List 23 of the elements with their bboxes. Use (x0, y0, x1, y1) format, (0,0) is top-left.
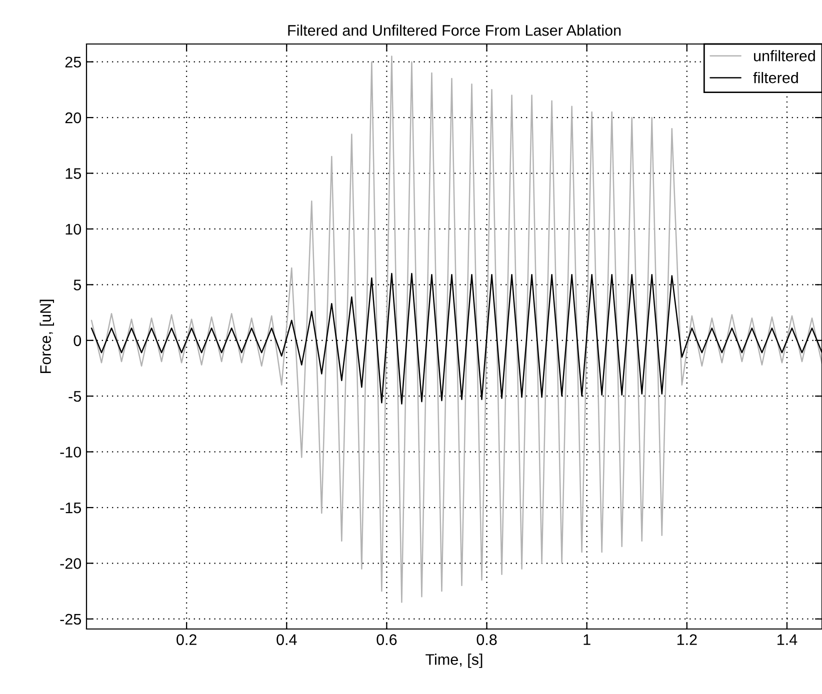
y-tick-label: 25 (65, 56, 81, 68)
y-tick-label: 20 (65, 112, 82, 124)
x-tick-label: 0.6 (376, 634, 397, 646)
legend-label: filtered (753, 72, 798, 84)
y-tick-label: 5 (74, 280, 81, 290)
y-tick-label: 0 (74, 335, 82, 346)
x-tick-label: 1.2 (677, 634, 697, 645)
y-tick-label: -5 (68, 391, 81, 402)
y-tick-label: 10 (66, 224, 82, 235)
y-tick-label: -25 (60, 614, 81, 625)
y-tick-label: -20 (60, 558, 82, 569)
y-tick-label: 15 (66, 168, 81, 179)
y-tick-label: -10 (60, 446, 82, 458)
x-tick-label: 0.2 (176, 634, 196, 646)
x-tick-label: 0.8 (476, 634, 497, 646)
x-tick-label: 1 (584, 634, 590, 645)
x-axis-title: Time, [s] (426, 654, 482, 668)
y-tick-label: -15 (60, 502, 81, 514)
x-tick-label: 1.4 (778, 634, 798, 645)
legend-label: unfiltered (754, 50, 815, 62)
x-tick-label: 0.4 (276, 634, 297, 646)
chart-title: Filtered and Unfiltered Force From Laser Ablation (288, 24, 621, 36)
y-axis-title: Force, [uN] (40, 300, 54, 374)
